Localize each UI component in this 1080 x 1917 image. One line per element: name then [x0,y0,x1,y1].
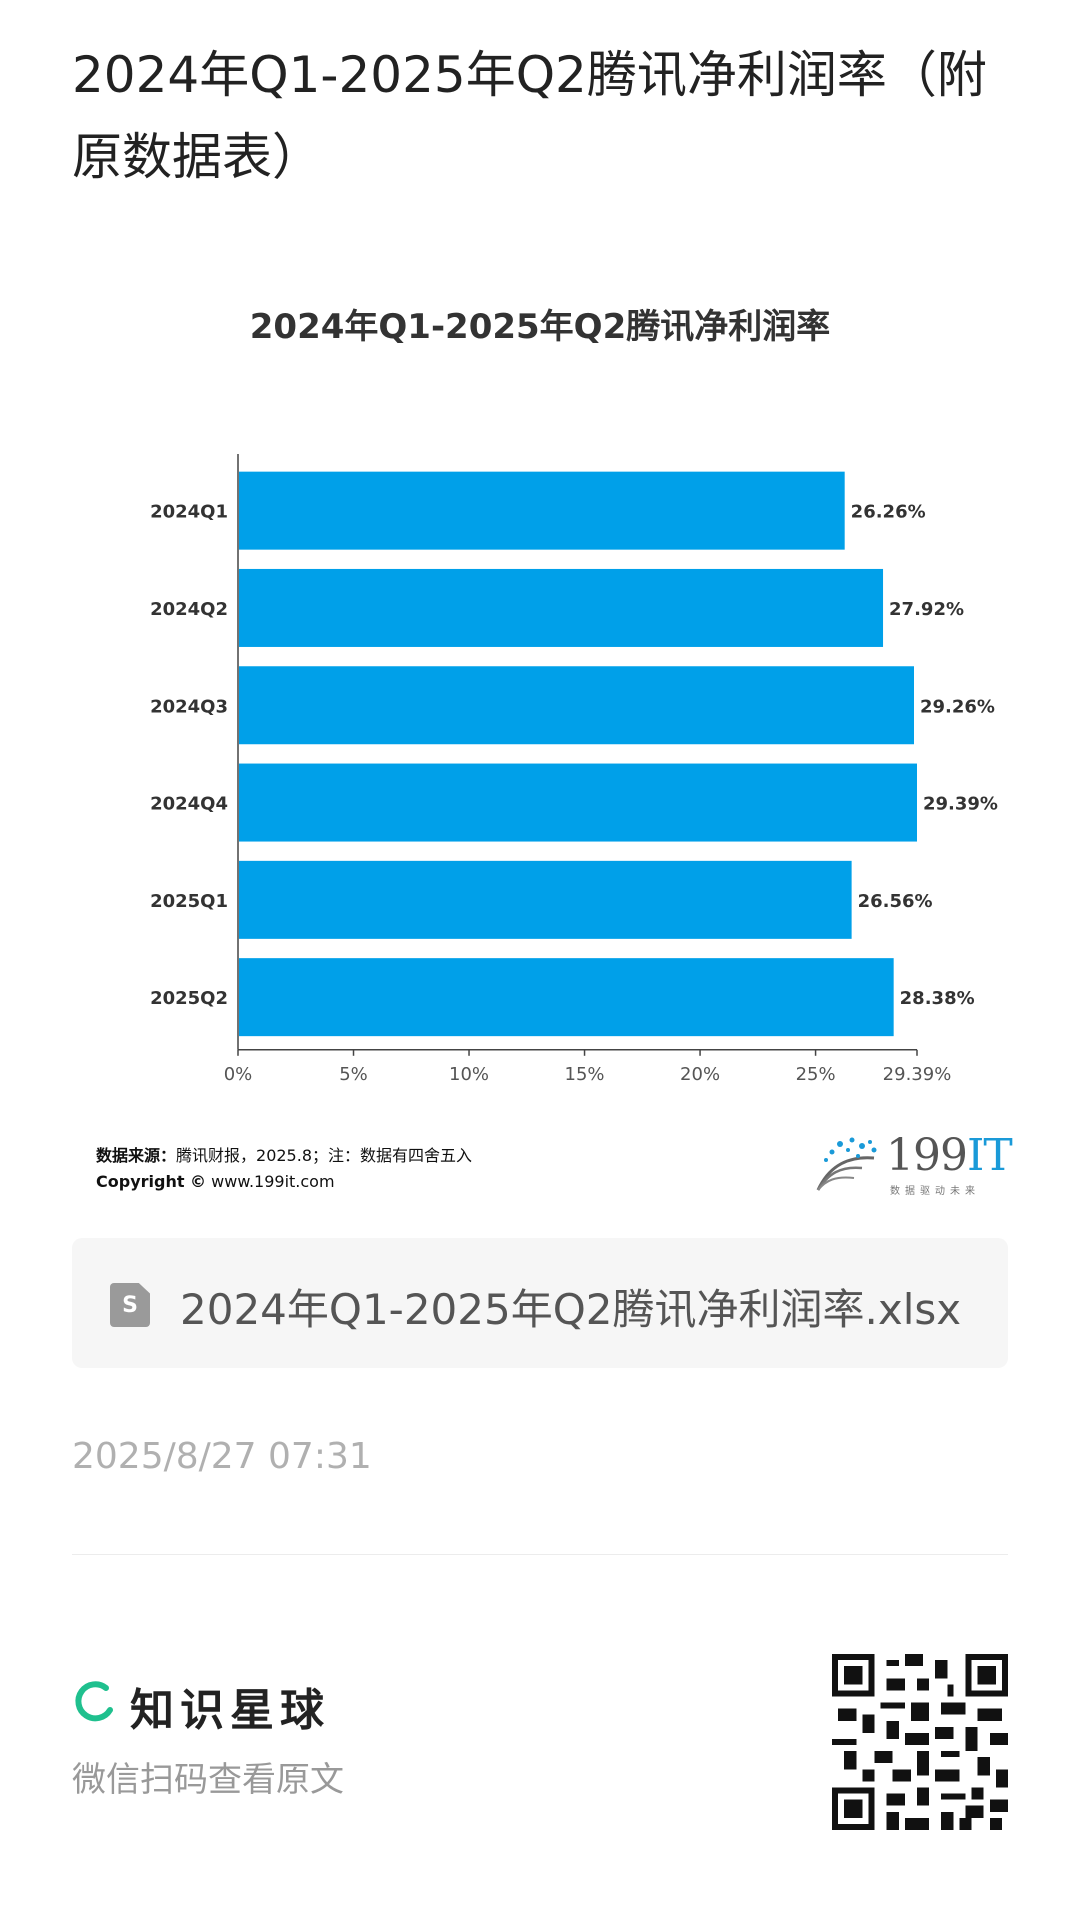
scan-hint: 微信扫码查看原文 [72,1760,344,1800]
category-label: 2024Q3 [150,696,228,717]
brand-tagline: 数据驱动未来 [890,1186,980,1197]
attachment-file-name[interactable]: 2024年Q1-2025年Q2腾讯净利润率.xlsx [180,1285,962,1334]
bar-2024Q4 [239,763,917,842]
data-source-note: 数据来源：腾讯财报，2025.8；注：数据有四舍五入 [96,1142,472,1166]
copyright-note: Copyright © www.199it.com [96,1172,335,1191]
spreadsheet-file-icon [110,1283,150,1327]
copyright-label: Copyright © [96,1172,207,1191]
bar-2024Q2 [239,568,884,647]
x-tick-label: 29.39% [883,1064,952,1085]
bar-2024Q1 [239,471,845,550]
attachment-card[interactable]: S 2024年Q1-2025年Q2腾讯净利润率.xlsx [72,1238,1008,1368]
x-tick-label: 15% [565,1064,605,1085]
dandelion-icon [816,1137,877,1191]
labels-layer: 2024Q1 26.26% 2024Q2 27.92% 2024Q3 29.26% 2024… [150,502,998,1010]
bars-layer [239,471,917,1037]
divider [72,1554,1008,1555]
app-name: 知识星球 [130,1685,330,1736]
bar-chart: 2024年Q1-2025年Q2腾讯净利润率 2024Q1 26.26% 2024Q2… [72,280,1008,1220]
source-label: 数据来源： [96,1146,177,1165]
bar-2025Q1 [239,860,852,939]
category-label: 2024Q4 [150,794,228,815]
bar-2024Q3 [239,666,914,745]
category-label: 2025Q2 [150,988,228,1009]
value-label: 26.56% [858,891,933,912]
value-label: 28.38% [900,988,975,1009]
x-tick-label: 10% [449,1064,489,1085]
value-label: 26.26% [851,502,926,523]
chart-svg: 2024年Q1-2025年Q2腾讯净利润率 2024Q1 26.26% 2024Q2… [150,307,998,1085]
x-tick-label: 20% [680,1064,720,1085]
source-text: 腾讯财报，2025.8；注：数据有四舍五入 [176,1146,473,1165]
axis-layer: 0% 5% 10% 15% 20% 25% 29.39% [224,454,952,1085]
x-tick-label: 5% [339,1064,368,1085]
qr-code-icon[interactable] [832,1654,1008,1830]
bar-2025Q2 [239,958,894,1037]
brand-name: 199IT [886,1130,1013,1181]
category-label: 2025Q1 [150,891,228,912]
brand-199it-logo: 199IT 数据驱动未来 [810,1130,1013,1200]
value-label: 27.92% [889,599,964,620]
x-tick-label: 0% [224,1064,253,1085]
copyright-url: www.199it.com [211,1172,335,1191]
chart-title: 2024年Q1-2025年Q2腾讯净利润率 [250,307,831,347]
category-label: 2024Q1 [150,502,228,523]
zsxq-logo-icon [75,1681,113,1722]
value-label: 29.26% [920,696,995,717]
x-tick-label: 25% [796,1064,836,1085]
file-icon-glyph: S [122,1293,138,1318]
value-label: 29.39% [923,794,998,815]
page-title: 2024年Q1-2025年Q2腾讯净利润率（附原数据表） [72,46,987,186]
post-timestamp: 2025/8/27 07:31 [72,1436,372,1477]
category-label: 2024Q2 [150,599,228,620]
